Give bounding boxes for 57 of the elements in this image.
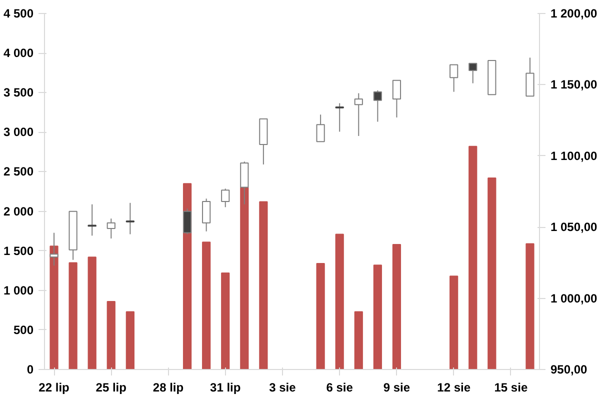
candlestick (106, 218, 116, 239)
bar (50, 246, 58, 370)
x-tick-label: 12 sie (437, 380, 471, 394)
y2-tick-label: 950,00 (550, 362, 588, 376)
candlestick (316, 114, 325, 142)
bar (335, 234, 344, 370)
y2-tick-label: 1 200,00 (550, 6, 598, 20)
y2-tick-label: 1 000,00 (550, 291, 598, 306)
y-tick-label: 500 (13, 322, 34, 337)
x-tick-label: 22 lip (38, 380, 70, 394)
x-tick-label: 15 sie (494, 380, 528, 394)
candlestick (221, 188, 230, 208)
bar (392, 244, 402, 370)
candlestick (335, 102, 344, 132)
y-tick-label: 1 000 (3, 283, 34, 298)
x-tick-label: 9 sie (383, 380, 410, 394)
bar (526, 243, 534, 370)
bar (106, 300, 116, 370)
bar (373, 264, 382, 370)
bar (259, 201, 268, 370)
bar (126, 311, 134, 370)
y-tick-label: 1 500 (3, 244, 34, 258)
y-tick-label: 0 (26, 362, 34, 376)
bar (316, 262, 325, 370)
candlestick (88, 204, 96, 236)
candlestick (50, 232, 58, 266)
candlestick (468, 62, 478, 84)
candlestick (526, 57, 534, 97)
y2-tick-label: 1 100,00 (550, 148, 598, 163)
candlestick (373, 90, 382, 122)
bar (450, 276, 458, 370)
bar (488, 178, 496, 370)
bar (221, 272, 230, 370)
bar (354, 311, 363, 370)
y2-tick-label: 1 050,00 (550, 220, 598, 234)
candlestick (202, 198, 211, 232)
candlestick (126, 202, 134, 235)
x-tick-label: 31 lip (210, 380, 241, 394)
y-tick-label: 2 000 (3, 204, 34, 218)
bar (202, 242, 211, 370)
bar (468, 146, 478, 370)
y2-tick-label: 1 150,00 (550, 78, 598, 92)
candlestick (354, 92, 363, 136)
y-tick-label: 4 500 (3, 6, 34, 20)
y-tick-label: 3 500 (3, 86, 34, 100)
y-tick-label: 3 000 (3, 125, 34, 140)
y-tick-label: 2 500 (3, 164, 34, 179)
candlestick (182, 208, 192, 235)
candlestick (450, 64, 458, 92)
x-tick-label: 6 sie (326, 380, 354, 394)
y-tick-label: 4 000 (3, 46, 34, 60)
x-tick-label: 25 lip (96, 380, 126, 394)
x-tick-label: 28 lip (152, 380, 184, 394)
candlestick (392, 80, 402, 118)
bar (88, 256, 96, 370)
x-tick-label: 3 sie (269, 380, 296, 394)
bar (68, 262, 78, 370)
